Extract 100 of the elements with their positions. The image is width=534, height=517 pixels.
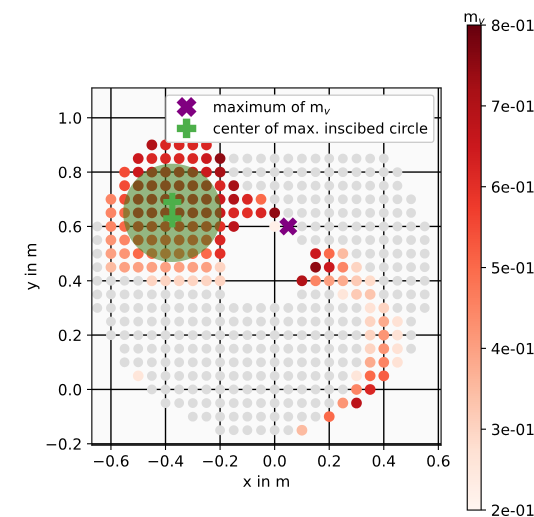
point xyxy=(392,194,402,204)
point xyxy=(242,180,252,191)
point xyxy=(324,235,334,245)
point xyxy=(242,344,252,354)
point xyxy=(420,262,430,272)
point xyxy=(283,330,294,340)
point xyxy=(242,357,252,368)
point xyxy=(283,384,294,394)
point xyxy=(352,222,362,232)
point xyxy=(242,384,252,394)
point xyxy=(120,276,130,286)
y-tick-label: 0.6 xyxy=(58,220,82,232)
legend-label: maximum of m$_{v}$ xyxy=(214,101,330,114)
point xyxy=(106,303,116,313)
point xyxy=(283,167,294,178)
point xyxy=(283,370,294,381)
point xyxy=(146,357,157,368)
point xyxy=(378,167,389,178)
point xyxy=(270,154,280,164)
point xyxy=(406,194,416,204)
point xyxy=(228,330,239,340)
point xyxy=(283,344,294,354)
point xyxy=(256,384,266,394)
point xyxy=(202,384,212,394)
point xyxy=(270,398,280,408)
point xyxy=(92,276,102,286)
point xyxy=(92,262,102,272)
point xyxy=(188,412,198,422)
point xyxy=(256,412,266,422)
point xyxy=(228,154,239,164)
point xyxy=(378,276,389,286)
point xyxy=(310,194,320,204)
point xyxy=(270,316,280,326)
point xyxy=(310,384,320,394)
point xyxy=(215,412,225,422)
x-tick-label: 0.2 xyxy=(318,455,340,467)
point xyxy=(270,370,280,381)
point xyxy=(215,344,225,354)
point xyxy=(163,192,182,212)
point xyxy=(338,235,348,245)
point xyxy=(106,276,116,286)
point xyxy=(310,412,320,422)
point xyxy=(256,357,266,368)
point xyxy=(283,154,294,164)
point xyxy=(202,303,212,313)
point xyxy=(160,344,170,354)
point xyxy=(215,303,225,313)
point xyxy=(352,303,362,313)
color-bar-label: 3e-01 xyxy=(492,424,534,436)
point xyxy=(270,303,280,313)
point xyxy=(378,235,389,245)
point xyxy=(297,344,307,354)
point xyxy=(406,330,416,340)
point xyxy=(297,330,307,340)
point xyxy=(392,289,402,300)
y-tick-label: 0.4 xyxy=(58,275,82,287)
point xyxy=(378,180,389,191)
point xyxy=(392,180,402,191)
point xyxy=(242,398,252,408)
point xyxy=(324,194,334,204)
color-bar-title: m$_{v}$ xyxy=(464,13,485,24)
point xyxy=(242,303,252,313)
point xyxy=(297,235,307,245)
point xyxy=(352,167,362,178)
point xyxy=(228,370,239,381)
point xyxy=(188,289,198,300)
color-bar-label: 2e-01 xyxy=(492,504,534,516)
point xyxy=(174,303,184,313)
point xyxy=(365,208,376,218)
point xyxy=(242,167,252,178)
point xyxy=(297,222,307,232)
point xyxy=(352,248,362,259)
point xyxy=(352,154,362,164)
point xyxy=(256,344,266,354)
point xyxy=(160,357,170,368)
point xyxy=(146,370,157,381)
point xyxy=(133,276,144,286)
point xyxy=(202,289,212,300)
point xyxy=(338,357,348,368)
point xyxy=(297,180,307,191)
point xyxy=(297,357,307,368)
point xyxy=(228,384,239,394)
point xyxy=(188,357,198,368)
point xyxy=(283,303,294,313)
point xyxy=(146,303,157,313)
point xyxy=(297,208,307,218)
point xyxy=(406,248,416,259)
point xyxy=(324,330,334,340)
point xyxy=(92,222,102,232)
point xyxy=(420,303,430,313)
point xyxy=(160,384,170,394)
point xyxy=(352,316,362,326)
point xyxy=(202,398,212,408)
point xyxy=(365,167,376,178)
point xyxy=(406,289,416,300)
point xyxy=(297,412,307,422)
point xyxy=(420,289,430,300)
point xyxy=(352,180,362,191)
point xyxy=(279,217,298,236)
point xyxy=(420,276,430,286)
